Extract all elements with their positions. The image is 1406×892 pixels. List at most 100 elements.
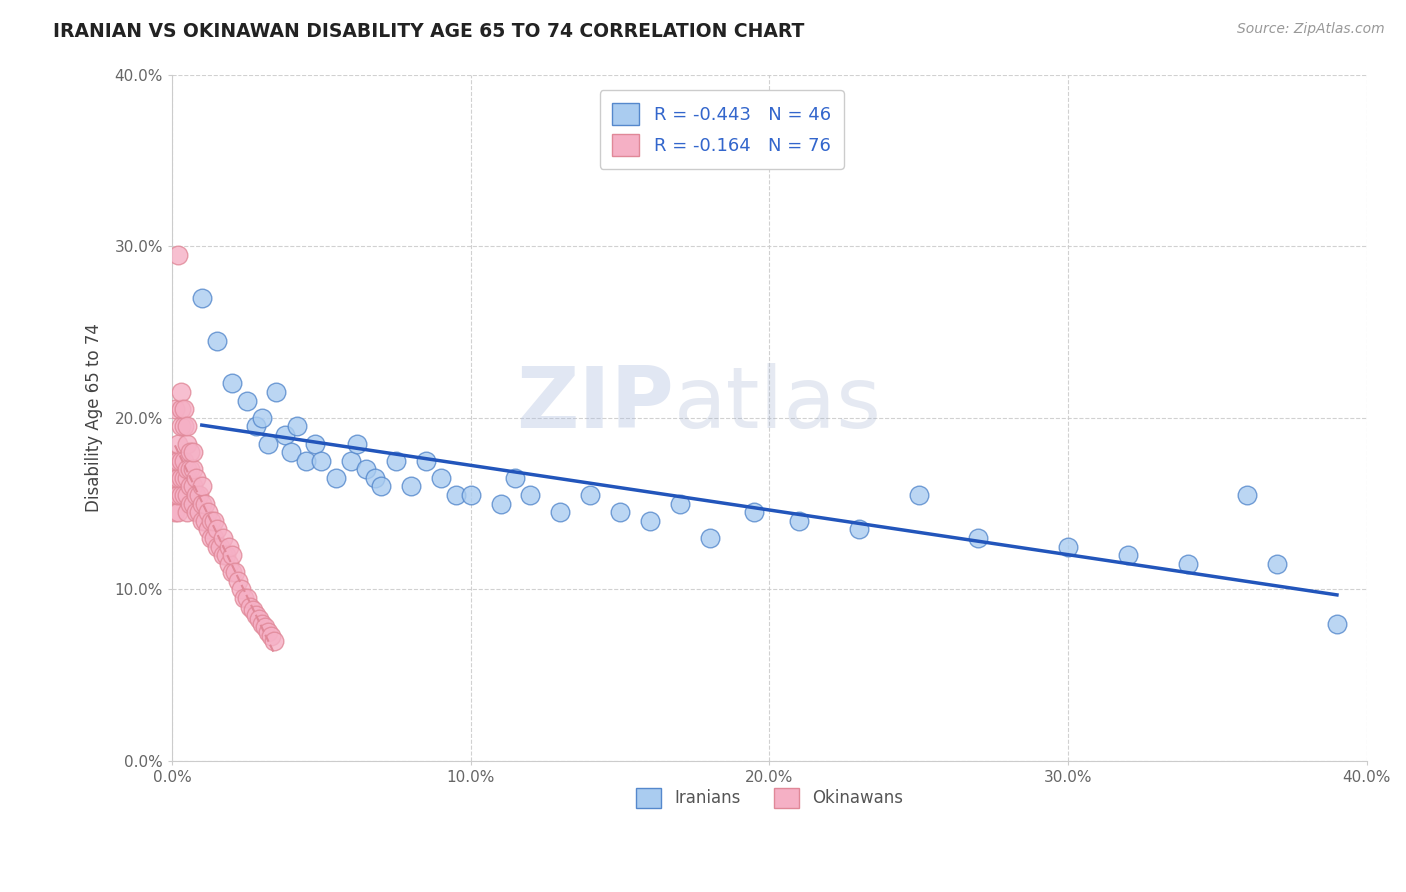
Point xyxy=(194,514,217,528)
Point xyxy=(191,291,214,305)
Point xyxy=(232,591,254,605)
Point xyxy=(256,436,278,450)
Point xyxy=(173,488,195,502)
Point xyxy=(205,334,228,348)
Point xyxy=(364,471,387,485)
Point xyxy=(205,540,228,554)
Point xyxy=(354,462,377,476)
Point xyxy=(167,453,190,467)
Y-axis label: Disability Age 65 to 74: Disability Age 65 to 74 xyxy=(86,324,103,512)
Point xyxy=(430,471,453,485)
Point xyxy=(179,479,201,493)
Point xyxy=(1265,557,1288,571)
Point xyxy=(170,471,193,485)
Point xyxy=(235,591,257,605)
Point xyxy=(176,419,198,434)
Point xyxy=(967,531,990,545)
Point xyxy=(205,522,228,536)
Point xyxy=(668,497,690,511)
Point xyxy=(235,393,257,408)
Legend: Iranians, Okinawans: Iranians, Okinawans xyxy=(628,780,910,814)
Point xyxy=(170,453,193,467)
Point xyxy=(505,471,527,485)
Point xyxy=(226,574,249,588)
Point xyxy=(287,419,309,434)
Point xyxy=(346,436,368,450)
Point xyxy=(245,608,267,623)
Text: Source: ZipAtlas.com: Source: ZipAtlas.com xyxy=(1237,22,1385,37)
Point xyxy=(340,453,363,467)
Point xyxy=(280,445,302,459)
Point xyxy=(170,385,193,400)
Point xyxy=(163,505,186,519)
Point xyxy=(370,479,392,493)
Point xyxy=(211,548,233,562)
Point xyxy=(167,248,190,262)
Point xyxy=(399,479,422,493)
Point xyxy=(1326,616,1348,631)
Point xyxy=(179,497,201,511)
Point xyxy=(218,557,240,571)
Point xyxy=(184,488,207,502)
Point xyxy=(1116,548,1139,562)
Point xyxy=(744,505,766,519)
Point xyxy=(191,497,214,511)
Point xyxy=(1236,488,1258,502)
Point xyxy=(224,566,246,580)
Point xyxy=(218,540,240,554)
Point xyxy=(221,566,243,580)
Point xyxy=(184,471,207,485)
Point xyxy=(229,582,252,597)
Point xyxy=(170,402,193,417)
Point xyxy=(415,453,437,467)
Point xyxy=(609,505,631,519)
Point xyxy=(181,445,204,459)
Point xyxy=(1057,540,1080,554)
Point xyxy=(163,488,186,502)
Point xyxy=(304,436,326,450)
Point xyxy=(170,419,193,434)
Point xyxy=(179,462,201,476)
Point xyxy=(295,453,318,467)
Point xyxy=(221,376,243,391)
Point xyxy=(181,462,204,476)
Point xyxy=(274,428,297,442)
Point xyxy=(173,453,195,467)
Point xyxy=(200,514,222,528)
Point xyxy=(211,531,233,545)
Point xyxy=(250,410,273,425)
Text: IRANIAN VS OKINAWAN DISABILITY AGE 65 TO 74 CORRELATION CHART: IRANIAN VS OKINAWAN DISABILITY AGE 65 TO… xyxy=(53,22,804,41)
Point xyxy=(259,629,281,643)
Point xyxy=(191,514,214,528)
Point xyxy=(638,514,661,528)
Point xyxy=(194,497,217,511)
Point xyxy=(179,445,201,459)
Point xyxy=(787,514,810,528)
Point xyxy=(239,599,262,614)
Point xyxy=(215,548,238,562)
Point xyxy=(848,522,870,536)
Point xyxy=(444,488,467,502)
Point xyxy=(699,531,721,545)
Point xyxy=(460,488,482,502)
Point xyxy=(167,436,190,450)
Point xyxy=(167,471,190,485)
Point xyxy=(170,488,193,502)
Point xyxy=(325,471,347,485)
Point xyxy=(256,625,278,640)
Point xyxy=(173,471,195,485)
Text: ZIP: ZIP xyxy=(516,362,673,446)
Point xyxy=(208,540,231,554)
Point xyxy=(163,453,186,467)
Point xyxy=(579,488,602,502)
Point xyxy=(197,505,219,519)
Point xyxy=(184,505,207,519)
Point xyxy=(176,471,198,485)
Point xyxy=(176,488,198,502)
Point xyxy=(489,497,512,511)
Point xyxy=(197,522,219,536)
Point xyxy=(1177,557,1199,571)
Point xyxy=(173,419,195,434)
Text: atlas: atlas xyxy=(673,362,882,446)
Point xyxy=(221,548,243,562)
